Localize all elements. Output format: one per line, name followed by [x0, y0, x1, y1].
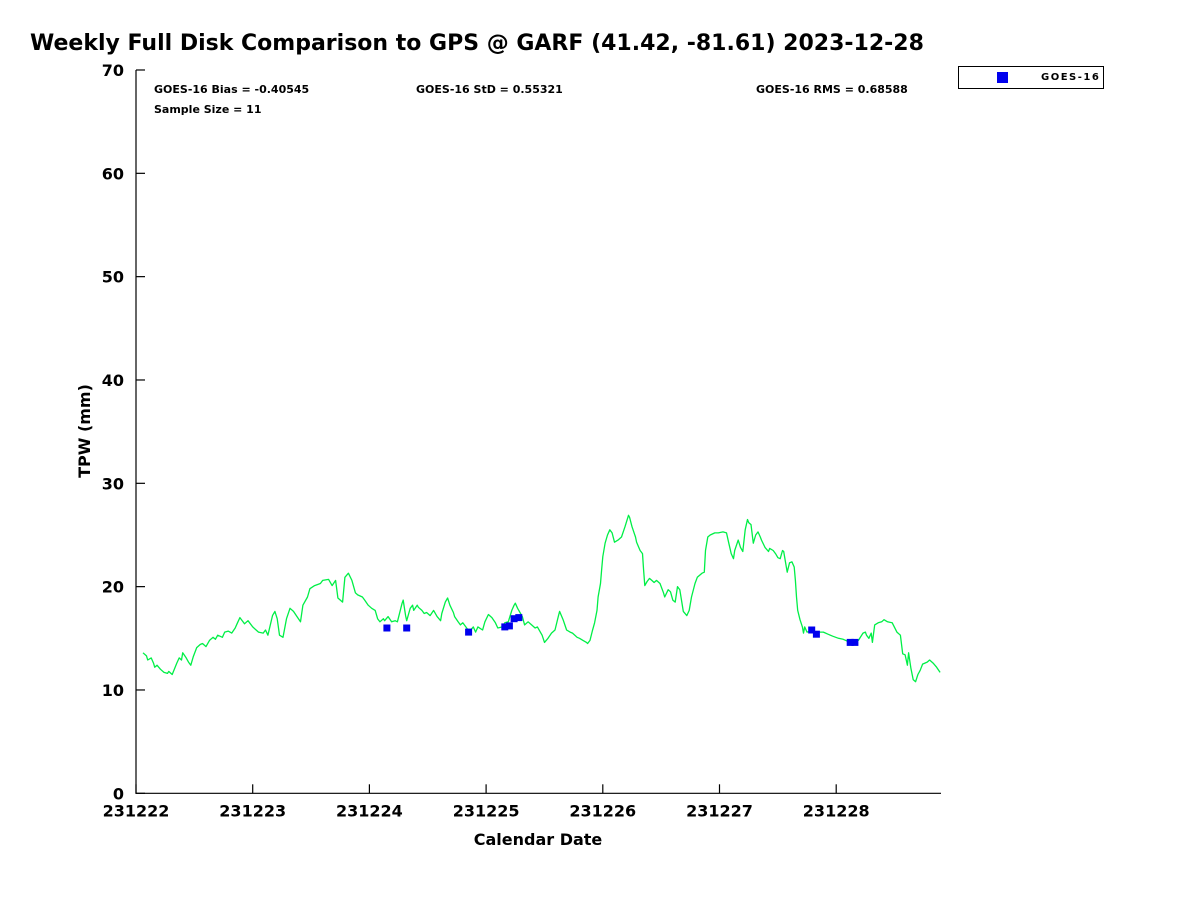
- goes16-marker: [465, 628, 473, 636]
- x-tick-label: 231228: [803, 801, 870, 820]
- stat-std: GOES-16 StD = 0.55321: [416, 83, 563, 96]
- y-tick-label: 10: [102, 681, 124, 700]
- gps-line: [142, 514, 941, 683]
- stat-rms: GOES-16 RMS = 0.68588: [756, 83, 908, 96]
- legend-box: GOES-16: [958, 66, 1104, 89]
- stat-bias: GOES-16 Bias = -0.40545: [154, 83, 310, 96]
- y-tick-label: 50: [102, 268, 124, 287]
- stat-sample-size: Sample Size = 11: [154, 103, 262, 116]
- x-axis-label: Calendar Date: [474, 830, 603, 849]
- legend-marker-square-icon: [997, 72, 1008, 83]
- goes16-marker: [808, 626, 816, 634]
- goes16-marker: [505, 622, 513, 630]
- goes16-marker: [510, 615, 518, 623]
- y-tick-label: 20: [102, 578, 124, 597]
- goes16-marker: [501, 623, 509, 631]
- x-tick-label: 231225: [453, 801, 520, 820]
- goes16-marker: [846, 638, 854, 646]
- goes16-marker: [851, 638, 859, 646]
- chart-title: Weekly Full Disk Comparison to GPS @ GAR…: [30, 31, 924, 56]
- x-tick-label: 231222: [103, 801, 170, 820]
- y-tick-label: 60: [102, 164, 124, 183]
- x-tick-label: 231226: [569, 801, 636, 820]
- x-tick-label: 231227: [686, 801, 753, 820]
- x-tick-label: 231224: [336, 801, 403, 820]
- y-tick-label: 30: [102, 474, 124, 493]
- x-tick-label: 231223: [219, 801, 286, 820]
- y-axis-label: TPW (mm): [75, 384, 94, 478]
- goes16-marker: [403, 624, 411, 632]
- y-tick-label: 0: [113, 784, 124, 803]
- goes16-marker: [812, 630, 820, 638]
- goes16-marker: [383, 624, 391, 632]
- y-tick-label: 70: [102, 61, 124, 80]
- legend-label-goes16: GOES-16: [1041, 72, 1101, 83]
- goes16-marker: [515, 614, 523, 622]
- y-tick-label: 40: [102, 371, 124, 390]
